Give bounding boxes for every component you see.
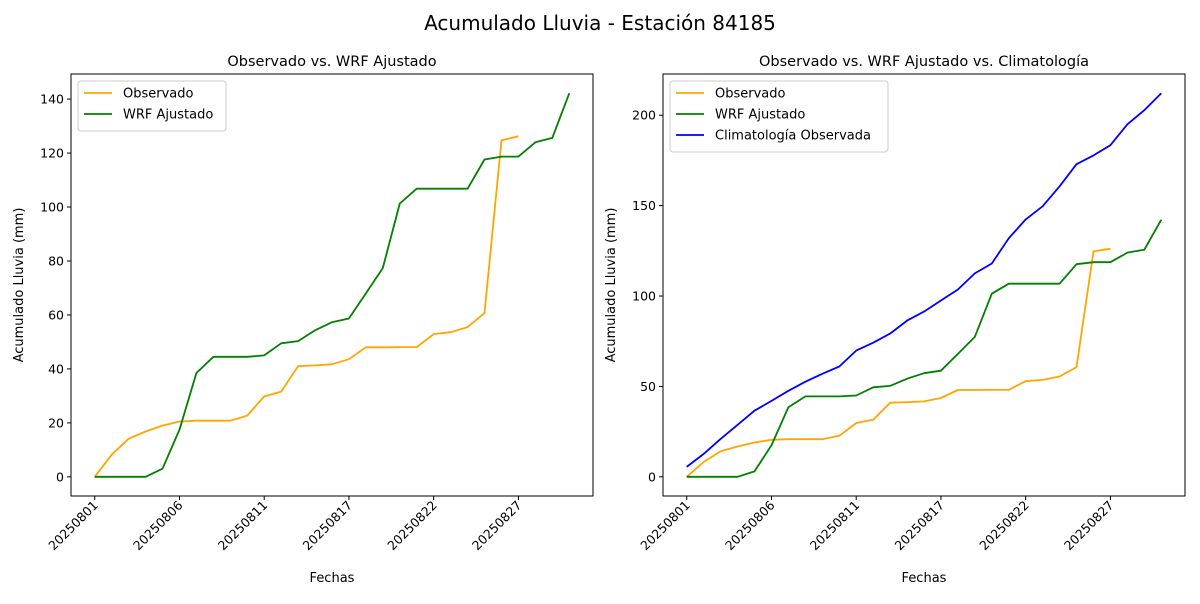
x-tick-label: 20250801: [637, 498, 693, 554]
y-tick-label: 60: [48, 307, 64, 322]
legend-label: Observado: [123, 87, 194, 102]
legend-label: WRF Ajustado: [123, 108, 213, 123]
x-tick-label: 20250827: [1061, 498, 1117, 554]
y-axis-label: Acumulado Lluvia (mm): [12, 208, 27, 363]
y-tick-label: 120: [40, 146, 64, 161]
x-tick-label: 20250806: [722, 497, 778, 553]
series-line-wrf: [94, 92, 571, 478]
legend-label: Climatología Observada: [715, 129, 871, 144]
plot-frame: [70, 73, 594, 497]
legend: Observado WRF Ajustado: [77, 80, 227, 132]
series-line-clima: [686, 92, 1162, 468]
y-tick-label: 40: [48, 361, 64, 376]
legend-box: [669, 80, 889, 153]
y-tick-label: 100: [40, 200, 64, 215]
x-tick-label: 20250811: [807, 498, 863, 554]
subplot-title: Observado vs. WRF Ajustado: [227, 54, 436, 70]
y-tick-label: 100: [632, 289, 656, 304]
legend: Observado WRF Ajustado Climatología Observ…: [669, 80, 889, 153]
y-tick-label: 0: [648, 469, 656, 484]
subplot-1: Observado vs. WRF Ajustado 0 20 40 60 80 100 12…: [12, 54, 594, 586]
plot-frame: [662, 73, 1186, 497]
suptitle: Acumulado Lluvia - Estación 84185: [424, 11, 776, 35]
series-line-observado: [686, 247, 1111, 478]
y-tick-label: 200: [632, 108, 656, 123]
x-tick-label: 20250811: [215, 498, 271, 554]
x-tick-label: 20250801: [45, 498, 101, 554]
x-tick-label: 20250827: [469, 498, 525, 554]
y-tick-label: 150: [632, 198, 656, 213]
legend-label: WRF Ajustado: [715, 108, 805, 123]
y-tick-label: 80: [48, 253, 64, 268]
x-tick-label: 20250817: [299, 498, 355, 554]
y-tick-label: 20: [48, 415, 64, 430]
x-tick-label: 20250822: [384, 498, 440, 554]
y-tick-label: 140: [40, 92, 64, 107]
x-axis-label: Fechas: [310, 571, 355, 586]
y-tick-label: 0: [56, 469, 64, 484]
series-line-wrf: [686, 219, 1163, 478]
legend-label: Observado: [715, 87, 786, 102]
y-axis-label: Acumulado Lluvia (mm): [604, 208, 619, 363]
x-axis-label: Fechas: [902, 571, 947, 586]
series-line-observado: [93, 135, 519, 478]
subplot-title: Observado vs. WRF Ajustado vs. Climatolo…: [759, 54, 1089, 70]
subplot-2: Observado vs. WRF Ajustado vs. Climatolo…: [604, 54, 1186, 586]
x-tick-label: 20250806: [130, 497, 186, 553]
x-tick-label: 20250817: [891, 498, 947, 554]
x-tick-label: 20250822: [976, 498, 1032, 554]
legend-box: [77, 80, 227, 132]
y-tick-label: 50: [640, 379, 656, 394]
